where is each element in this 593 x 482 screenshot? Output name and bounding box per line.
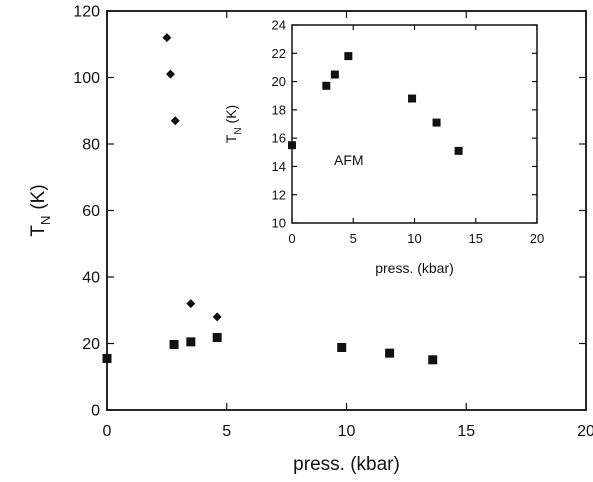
main-y-tick-label: 100 — [73, 70, 100, 87]
inset-x-tick-label: 10 — [407, 231, 421, 246]
inset-y-tick-label: 22 — [272, 46, 286, 61]
main-y-axis-label: TN (K) — [28, 184, 53, 236]
inset-plot-frame — [291, 24, 538, 224]
main-y-tick-label: 60 — [82, 203, 100, 220]
main-x-tick-label: 5 — [222, 423, 231, 440]
inset-square-data-point — [288, 141, 296, 150]
inset-y-axis-label-unit: (K) — [223, 105, 239, 124]
main-x-tick-label: 15 — [457, 423, 475, 440]
inset-square-data-point — [408, 94, 417, 103]
inset-x-axis-label: press. (kbar) — [375, 260, 454, 276]
main-x-tick-label: 20 — [577, 423, 593, 440]
main-diamond-data-point — [186, 299, 196, 309]
inset-y-tick-label: 18 — [272, 102, 286, 117]
main-y-tick-label: 20 — [82, 336, 100, 353]
inset-x-tick-label: 0 — [288, 231, 295, 246]
main-y-axis-label-main: T — [28, 225, 49, 237]
main-square-data-point — [186, 337, 196, 347]
inset-square-data-point — [454, 146, 463, 155]
inset-y-tick-label: 20 — [272, 74, 286, 89]
main-diamond-data-point — [162, 33, 172, 43]
main-diamond-data-point — [165, 69, 175, 79]
main-y-tick-label: 120 — [73, 4, 100, 21]
inset-square-data-point — [432, 118, 441, 127]
main-square-data-point — [169, 339, 179, 349]
inset-y-axis-label-subscript: N — [233, 127, 244, 134]
main-square-data-point — [428, 355, 438, 365]
main-y-tick-label: 0 — [91, 403, 100, 420]
main-y-axis-label-unit: (K) — [28, 184, 49, 209]
inset-square-data-point — [322, 81, 331, 90]
inset-x-tick-label: 20 — [530, 231, 544, 246]
inset-y-tick-label: 24 — [272, 18, 286, 33]
main-square-data-point — [102, 353, 112, 363]
inset-square-data-point — [330, 70, 339, 79]
inset-y-tick-label: 12 — [272, 187, 286, 202]
inset-x-tick-label: 15 — [469, 231, 483, 246]
inset-x-tick-label: 5 — [350, 231, 357, 246]
main-x-axis-label: press. (kbar) — [293, 454, 400, 475]
inset-y-axis-label-main: T — [223, 134, 239, 143]
inset-y-tick-label: 14 — [272, 159, 286, 174]
main-y-axis-label-subscript: N — [38, 216, 53, 225]
main-x-tick-label: 10 — [338, 423, 356, 440]
main-square-data-point — [337, 342, 347, 352]
inset-y-tick-label: 10 — [272, 216, 286, 231]
inset-afm-annotation: AFM — [334, 152, 364, 168]
main-y-tick-label: 80 — [82, 137, 100, 154]
main-square-data-point — [385, 348, 395, 358]
main-square-data-point — [212, 333, 222, 343]
inset-y-axis-label: TN (K) — [223, 105, 244, 143]
main-y-tick-label: 40 — [82, 270, 100, 287]
inset-square-data-point — [344, 52, 353, 61]
inset-plot: 0 5 10 15 20 10 12 14 16 18 20 22 24 press. (kbar) TN (… — [223, 18, 544, 276]
main-diamond-data-point — [212, 312, 222, 322]
main-x-tick-label: 0 — [103, 423, 112, 440]
main-diamond-data-point — [170, 116, 180, 126]
inset-y-tick-label: 16 — [272, 131, 286, 146]
